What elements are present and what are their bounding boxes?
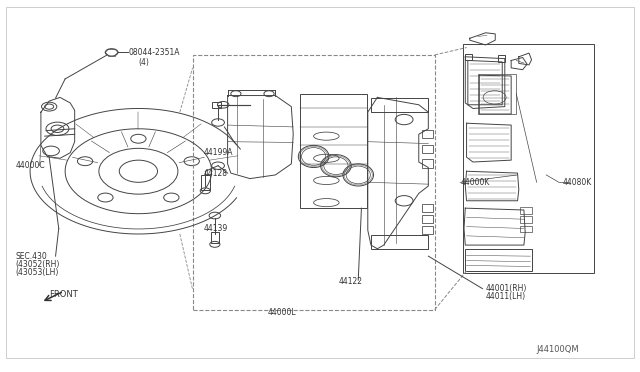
Bar (478, 74, 516, 114)
Text: 44000C: 44000C (15, 161, 45, 170)
Text: (4): (4) (138, 58, 149, 67)
Text: J44100QM: J44100QM (537, 345, 579, 354)
Bar (371, 235, 428, 249)
Bar (465, 249, 532, 271)
Text: (43052(RH): (43052(RH) (15, 260, 60, 269)
Text: 44011(LH): 44011(LH) (486, 292, 526, 301)
Bar (422, 226, 433, 234)
Bar (422, 145, 433, 153)
Bar (520, 216, 532, 223)
Bar (520, 207, 532, 214)
Text: (43053(LH): (43053(LH) (15, 268, 59, 277)
Text: 44139: 44139 (204, 224, 228, 233)
Bar (463, 44, 594, 273)
Bar (202, 175, 210, 190)
Bar (520, 225, 532, 232)
Bar (422, 204, 433, 212)
Text: 44000L: 44000L (268, 308, 296, 317)
Text: FRONT: FRONT (49, 290, 78, 299)
Text: 44128: 44128 (204, 169, 228, 177)
Text: SEC.430: SEC.430 (15, 251, 47, 261)
Bar (422, 215, 433, 223)
Bar (422, 130, 433, 138)
Text: 44199A: 44199A (204, 148, 234, 157)
Bar (212, 102, 221, 108)
Text: 44000K: 44000K (460, 178, 490, 187)
Bar (211, 232, 220, 243)
Text: 44122: 44122 (339, 278, 363, 286)
Text: 08044-2351A: 08044-2351A (129, 48, 180, 57)
Text: 44001(RH): 44001(RH) (486, 284, 527, 293)
Bar (300, 94, 367, 208)
Bar (422, 160, 433, 167)
Bar (193, 55, 435, 310)
Text: 44080K: 44080K (562, 178, 591, 187)
Bar (465, 54, 472, 61)
Bar (371, 98, 428, 112)
Bar (499, 55, 505, 62)
